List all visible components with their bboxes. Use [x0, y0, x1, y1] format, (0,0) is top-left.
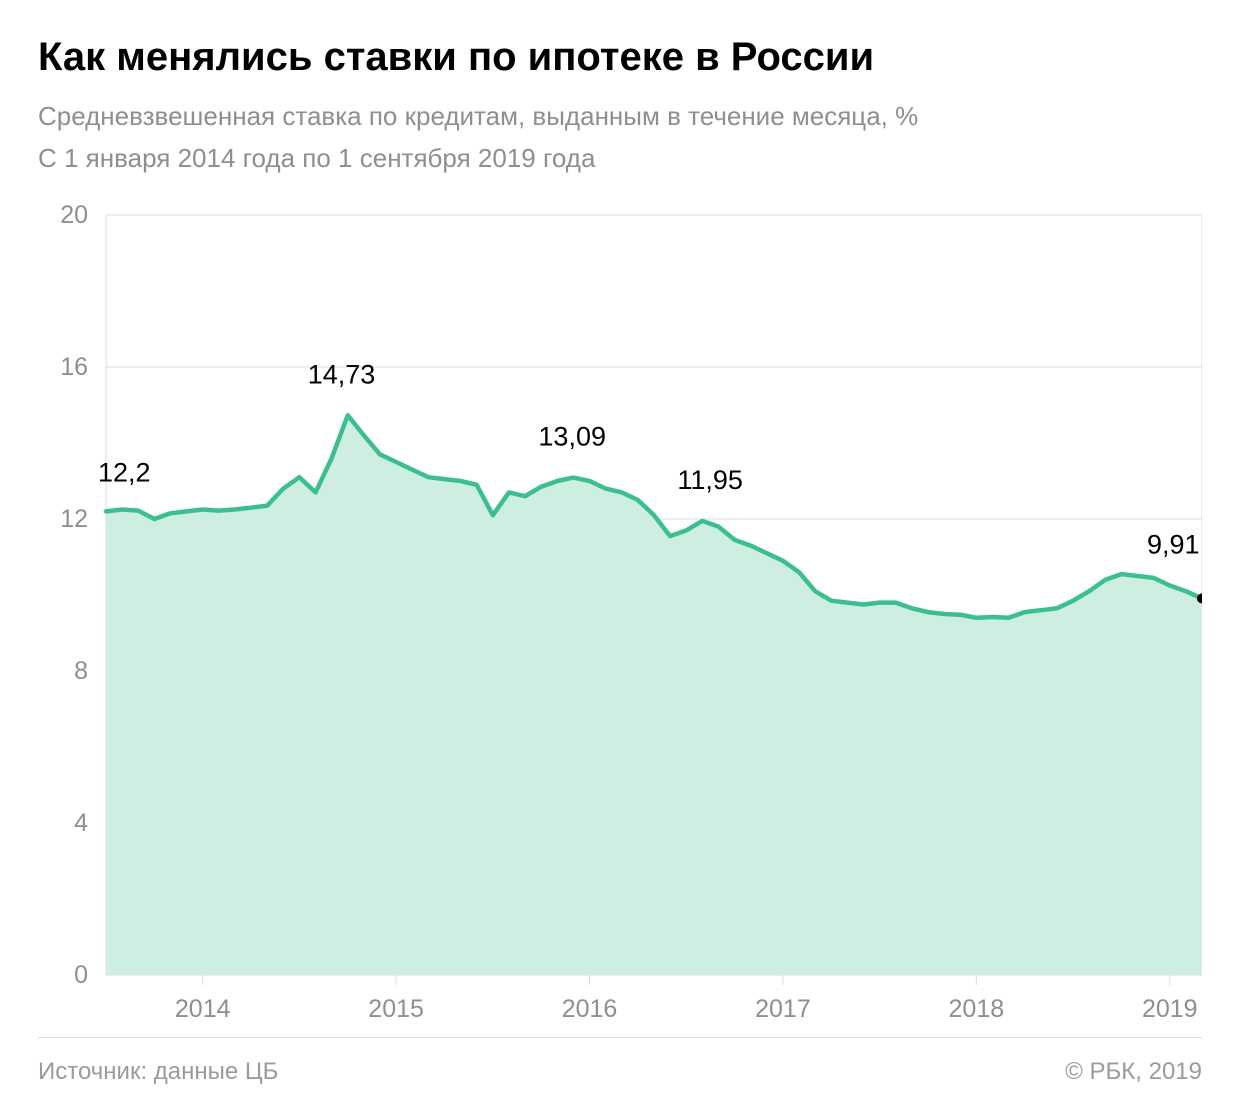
- chart-title: Как менялись ставки по ипотеке в России: [38, 34, 1202, 80]
- chart-container: Как менялись ставки по ипотеке в России …: [0, 0, 1240, 1110]
- y-tick-label: 8: [74, 657, 88, 685]
- copyright-label: © РБК, 2019: [1065, 1058, 1202, 1086]
- x-tick-label: 2017: [755, 995, 811, 1023]
- value-annotation: 11,95: [677, 465, 743, 495]
- y-tick-label: 16: [60, 353, 88, 381]
- chart-area: 0 4 8 12 16 20 2014 2015 2016 2017 2018 2019 12,2 14,…: [38, 203, 1202, 1048]
- x-tick-label: 2015: [368, 995, 424, 1023]
- x-tick-label: 2018: [949, 995, 1005, 1023]
- chart-footer: Источник: данные ЦБ © РБК, 2019: [38, 1037, 1202, 1086]
- chart-subtitle-line2: С 1 января 2014 года по 1 сентября 2019 …: [38, 140, 1202, 178]
- y-tick-label: 20: [60, 203, 88, 229]
- y-tick-label: 12: [60, 505, 88, 533]
- value-annotation: 14,73: [308, 360, 376, 390]
- area-chart-svg: 0 4 8 12 16 20 2014 2015 2016 2017 2018 2019 12,2 14,…: [38, 203, 1202, 1043]
- x-tick-label: 2019: [1142, 995, 1198, 1023]
- chart-subtitle-line1: Средневзвешенная ставка по кредитам, выд…: [38, 98, 1202, 136]
- source-label: Источник: данные ЦБ: [38, 1058, 278, 1086]
- x-tick-label: 2016: [562, 995, 618, 1023]
- x-tick-label: 2014: [175, 995, 231, 1023]
- y-tick-label: 0: [74, 961, 88, 989]
- value-annotation: 12,2: [98, 458, 151, 488]
- value-annotation: 9,91: [1147, 530, 1200, 560]
- y-tick-label: 4: [74, 809, 88, 837]
- value-annotation: 13,09: [538, 422, 606, 452]
